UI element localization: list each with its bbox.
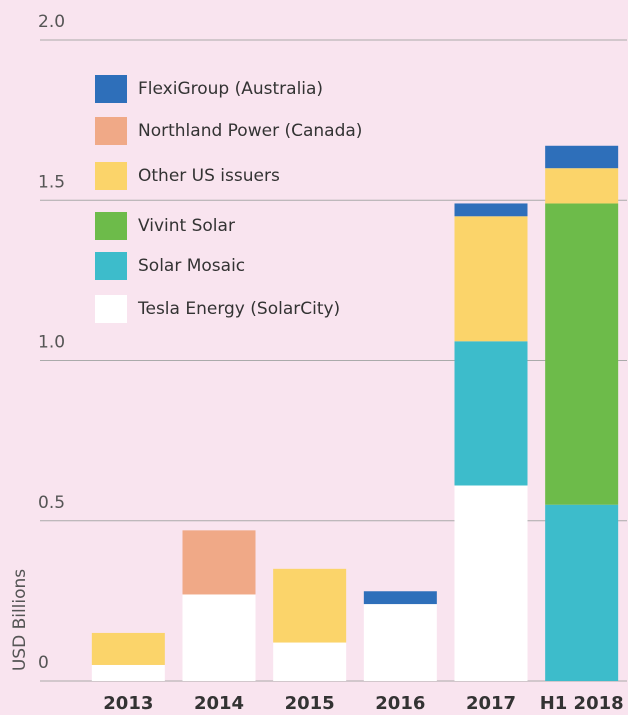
bar-segment bbox=[454, 485, 528, 681]
x-tick-label: H1 2018 bbox=[540, 693, 624, 714]
bar-segment bbox=[545, 145, 619, 169]
legend-swatch bbox=[95, 212, 127, 240]
legend-label: Vivint Solar bbox=[138, 216, 235, 236]
bar-segment bbox=[273, 568, 347, 643]
bar-segment bbox=[545, 203, 619, 505]
bar-segment bbox=[273, 642, 347, 681]
legend-label: Solar Mosaic bbox=[138, 256, 245, 276]
bar-segment bbox=[182, 530, 256, 595]
legend-swatch bbox=[95, 252, 127, 280]
bar-segment bbox=[363, 604, 437, 681]
bar-segment bbox=[182, 594, 256, 681]
y-tick-label: 0.5 bbox=[38, 493, 65, 513]
y-axis-label: USD Billions bbox=[10, 569, 30, 671]
bar-segment bbox=[454, 216, 528, 342]
legend-swatch bbox=[95, 117, 127, 145]
legend-swatch bbox=[95, 75, 127, 103]
x-tick-label: 2014 bbox=[194, 693, 244, 714]
legend-label: Tesla Energy (SolarCity) bbox=[137, 299, 340, 319]
y-tick-label: 1.5 bbox=[38, 172, 65, 192]
bar-segment bbox=[454, 203, 528, 217]
legend-swatch bbox=[95, 295, 127, 323]
x-tick-label: 2015 bbox=[285, 693, 335, 714]
x-tick-label: 2017 bbox=[466, 693, 516, 714]
legend-swatch bbox=[95, 162, 127, 190]
legend-label: FlexiGroup (Australia) bbox=[138, 79, 323, 99]
x-tick-label: 2016 bbox=[375, 693, 425, 714]
bar-segment bbox=[363, 591, 437, 605]
legend-label: Other US issuers bbox=[138, 166, 280, 186]
legend-label: Northland Power (Canada) bbox=[138, 121, 362, 141]
y-tick-label: 2.0 bbox=[38, 12, 65, 32]
bar-segment bbox=[91, 664, 165, 681]
y-tick-label: 0 bbox=[38, 653, 49, 673]
bar-segment bbox=[545, 504, 619, 681]
bar-segment bbox=[91, 632, 165, 665]
bar-segment bbox=[545, 168, 619, 204]
y-tick-label: 1.0 bbox=[38, 333, 65, 353]
x-tick-label: 2013 bbox=[103, 693, 153, 714]
bar-segment bbox=[454, 341, 528, 486]
